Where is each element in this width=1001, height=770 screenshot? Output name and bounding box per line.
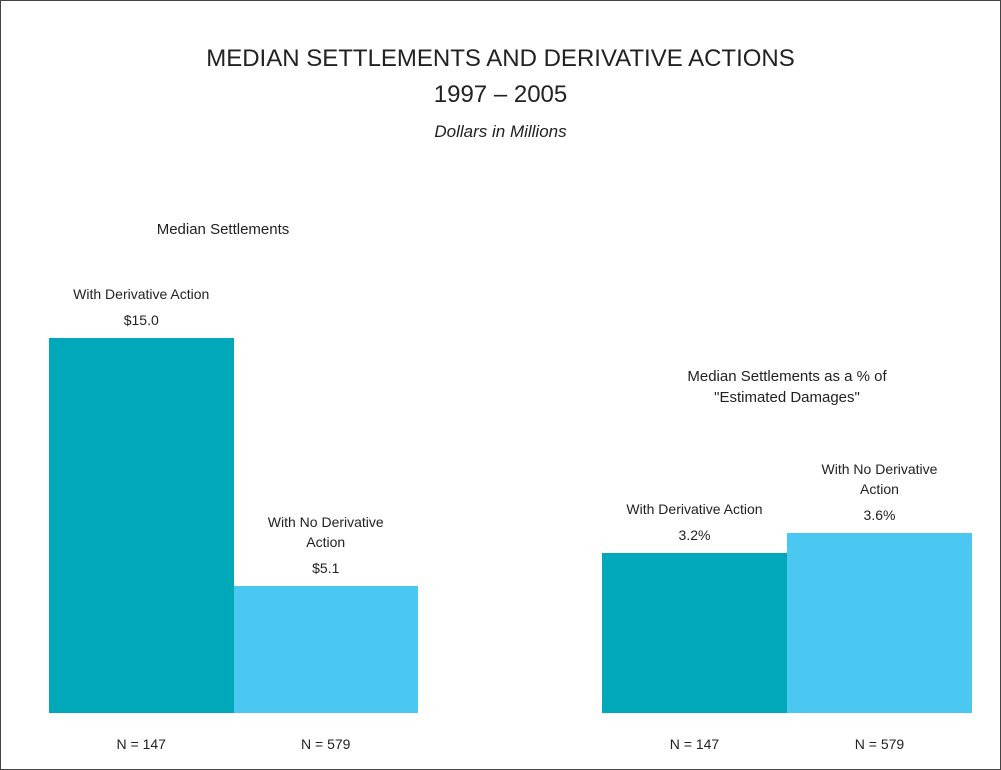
bar [602, 553, 787, 713]
value-label: 3.2% [678, 527, 711, 543]
title: MEDIAN SETTLEMENTS AND DERIVATIVE ACTION… [206, 45, 795, 72]
value-label: $5.1 [312, 559, 340, 576]
chart-title: Median Settlements as a % of "Estimated … [687, 368, 887, 406]
bar [787, 533, 972, 713]
bar [233, 585, 418, 713]
value-label: 3.6% [863, 507, 896, 523]
chart-title: Median Settlements [156, 221, 290, 238]
category-label: With Derivative Action [73, 286, 210, 302]
subtitle: Dollars in Millions [434, 122, 567, 141]
n-label: N = 579 [854, 736, 905, 752]
bar-label: With No Derivative Action 3.6% [800, 459, 960, 525]
n-label: N = 147 [116, 736, 166, 752]
bar [49, 338, 234, 713]
n-label: N = 579 [301, 736, 351, 752]
bar-label: With No Derivative Action $5.1 [246, 512, 406, 578]
years: 1997 – 2005 [433, 81, 568, 108]
bar-label: With Derivative Action $15.0 [61, 284, 221, 330]
category-label: With No Derivative Action [821, 461, 938, 497]
n-label: N = 147 [669, 736, 720, 752]
bar-label: With Derivative Action 3.2% [615, 499, 775, 545]
category-label: With No Derivative Action [267, 513, 384, 550]
category-label: With Derivative Action [626, 501, 763, 517]
value-label: $15.0 [123, 312, 159, 328]
